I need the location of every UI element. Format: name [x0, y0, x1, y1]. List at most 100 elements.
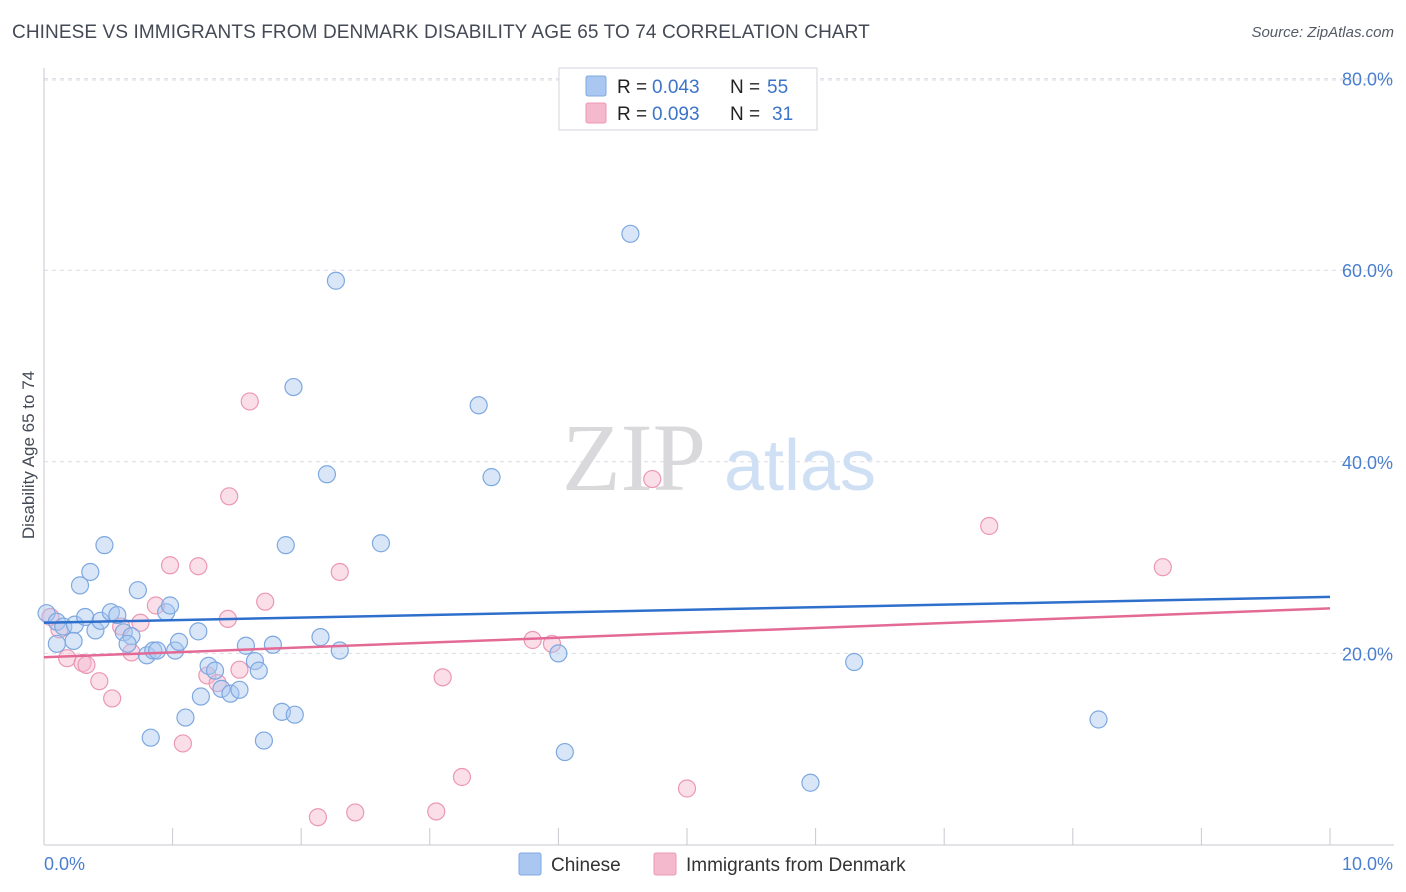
data-point — [256, 592, 275, 611]
data-point — [326, 271, 346, 290]
legend-n-label-chinese: N = — [730, 77, 760, 98]
data-point — [77, 655, 96, 674]
y-tick-label: 80.0% — [1342, 70, 1393, 90]
y-tick-label: 20.0% — [1342, 644, 1393, 664]
data-point — [118, 634, 137, 653]
data-point — [801, 773, 820, 792]
data-point — [221, 684, 240, 703]
y-tick-label: 40.0% — [1342, 453, 1393, 473]
legend-n-value-chinese: 55 — [767, 77, 788, 98]
data-point — [131, 613, 150, 632]
bottom-legend-swatch-denmark — [653, 852, 677, 876]
legend-r-label-denmark: R = — [617, 104, 647, 125]
watermark: ZIP atlas — [562, 404, 876, 511]
chart-title: CHINESE VS IMMIGRANTS FROM DENMARK DISAB… — [12, 22, 870, 43]
data-point — [47, 634, 66, 653]
data-point — [1089, 710, 1108, 729]
source-label: Source: ZipAtlas.com — [1251, 24, 1394, 41]
data-point — [160, 596, 180, 615]
data-point — [220, 487, 239, 506]
data-point — [254, 731, 274, 750]
data-point — [108, 605, 127, 625]
data-point — [191, 687, 210, 706]
trend-line-chinese — [43, 595, 1331, 624]
data-point — [236, 636, 256, 655]
data-point — [70, 576, 90, 595]
data-point — [148, 641, 167, 660]
data-point — [240, 392, 259, 411]
data-point — [1153, 558, 1172, 577]
x-tick-label: 10.0% — [1342, 854, 1393, 874]
data-point — [433, 668, 452, 687]
bottom-legend-swatch-chinese — [518, 852, 542, 876]
data-point — [189, 622, 208, 641]
data-point — [141, 728, 160, 747]
series-denmark-points — [41, 392, 1172, 827]
data-point — [146, 596, 165, 615]
data-point — [317, 465, 337, 484]
y-tick-label: 60.0% — [1342, 261, 1393, 281]
data-point — [249, 661, 268, 680]
data-point — [173, 734, 192, 753]
data-point — [95, 536, 114, 555]
tick-labels: 20.0% 40.0% 60.0% 80.0% 0.0% 10.0% — [44, 70, 1393, 874]
legend-r-label-chinese: R = — [617, 77, 647, 98]
data-point — [128, 581, 147, 600]
series-chinese-points — [37, 224, 1108, 792]
data-point — [58, 649, 77, 668]
legend: R = 0.043 N = 55 R = 0.093 N = 31 — [558, 67, 818, 131]
data-point — [482, 468, 501, 487]
data-point — [621, 224, 640, 243]
legend-r-value-denmark: 0.093 — [652, 104, 700, 125]
data-point — [308, 808, 328, 827]
data-point — [469, 396, 488, 415]
watermark-zip: ZIP — [562, 404, 706, 511]
data-point — [64, 631, 83, 651]
data-point — [169, 632, 189, 652]
data-point — [103, 689, 122, 708]
data-point — [285, 705, 304, 724]
watermark-atlas: atlas — [724, 426, 876, 506]
x-tick-label: 0.0% — [44, 854, 85, 874]
axes — [43, 68, 1394, 846]
trend-lines — [43, 595, 1331, 659]
data-point — [980, 516, 999, 536]
data-point — [427, 802, 446, 821]
data-point — [212, 679, 231, 698]
data-point — [263, 635, 283, 654]
data-point — [160, 556, 180, 575]
legend-swatch-denmark — [585, 102, 607, 124]
data-point — [189, 557, 208, 576]
data-point — [643, 469, 662, 489]
data-point — [845, 652, 864, 672]
data-point — [230, 660, 249, 679]
data-point — [311, 628, 330, 647]
data-point — [176, 708, 195, 727]
data-point — [452, 767, 472, 787]
data-point — [677, 779, 697, 798]
data-point — [542, 634, 562, 653]
bottom-legend: Chinese Immigrants from Denmark — [518, 852, 906, 876]
data-point — [65, 615, 84, 634]
legend-r-value-chinese: 0.043 — [652, 77, 700, 98]
data-point — [549, 644, 568, 663]
bottom-legend-label-denmark: Immigrants from Denmark — [686, 855, 906, 876]
grid-lines — [44, 78, 1394, 654]
legend-n-value-denmark: 31 — [772, 104, 793, 125]
data-point — [230, 680, 249, 699]
trend-line-denmark — [43, 607, 1331, 659]
legend-n-label-denmark: N = — [730, 104, 760, 125]
data-point — [330, 562, 349, 582]
data-point — [205, 661, 225, 680]
data-point — [276, 536, 295, 555]
data-point — [90, 672, 109, 691]
data-point — [144, 641, 163, 660]
data-point — [346, 803, 365, 822]
data-point — [284, 377, 303, 397]
legend-swatch-chinese — [585, 75, 607, 97]
data-point — [166, 641, 185, 660]
bottom-legend-label-chinese: Chinese — [551, 855, 621, 876]
data-point — [555, 742, 574, 762]
data-point — [81, 562, 100, 582]
